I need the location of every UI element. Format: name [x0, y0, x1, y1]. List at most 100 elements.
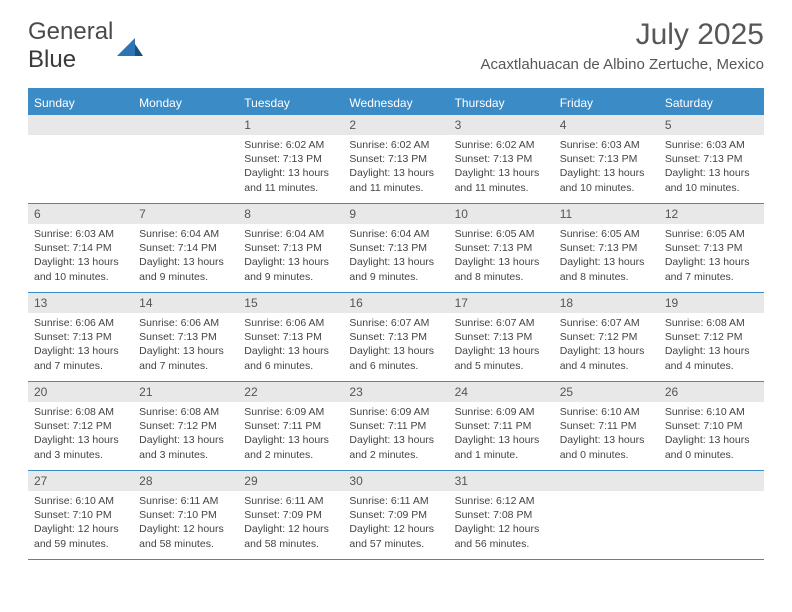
cell-body: Sunrise: 6:02 AMSunset: 7:13 PMDaylight:… — [238, 135, 343, 199]
daylight-line: Daylight: 13 hours and 2 minutes. — [349, 433, 442, 461]
sunset-line: Sunset: 7:13 PM — [349, 241, 442, 255]
daylight-line: Daylight: 13 hours and 9 minutes. — [349, 255, 442, 283]
daylight-line: Daylight: 12 hours and 57 minutes. — [349, 522, 442, 550]
daylight-line: Daylight: 13 hours and 5 minutes. — [455, 344, 548, 372]
sunrise-line: Sunrise: 6:06 AM — [139, 316, 232, 330]
cell-day-number: 4 — [554, 115, 659, 135]
daylight-line: Daylight: 13 hours and 3 minutes. — [139, 433, 232, 461]
sunset-line: Sunset: 7:11 PM — [244, 419, 337, 433]
day-of-week-label: Thursday — [449, 91, 554, 115]
cell-day-number: 6 — [28, 204, 133, 224]
cell-body: Sunrise: 6:09 AMSunset: 7:11 PMDaylight:… — [238, 402, 343, 466]
sunrise-line: Sunrise: 6:02 AM — [244, 138, 337, 152]
sunset-line: Sunset: 7:12 PM — [34, 419, 127, 433]
cell-body: Sunrise: 6:08 AMSunset: 7:12 PMDaylight:… — [28, 402, 133, 466]
cell-day-number — [28, 115, 133, 135]
calendar-cell: 20Sunrise: 6:08 AMSunset: 7:12 PMDayligh… — [28, 382, 133, 470]
calendar-cell: 24 Sunrise: 6:09 AMSunset: 7:11 PMDayligh… — [449, 382, 554, 470]
calendar-cell: 25Sunrise: 6:10 AMSunset: 7:11 PMDayligh… — [554, 382, 659, 470]
cell-body: Sunrise: 6:03 AMSunset: 7:13 PMDaylight:… — [554, 135, 659, 199]
sunrise-line: Sunrise: 6:09 AM — [455, 405, 548, 419]
cell-body: Sunrise: 6:05 AMSunset: 7:13 PMDaylight:… — [659, 224, 764, 288]
cell-body: Sunrise: 6:09 AMSunset: 7:11 PMDaylight:… — [343, 402, 448, 466]
cell-day-number: 11 — [554, 204, 659, 224]
cell-day-number: 24 — [449, 382, 554, 402]
cell-body: Sunrise: 6:03 AMSunset: 7:14 PMDaylight:… — [28, 224, 133, 288]
cell-day-number: 25 — [554, 382, 659, 402]
calendar-cell: 14Sunrise: 6:06 AMSunset: 7:13 PMDayligh… — [133, 293, 238, 381]
daylight-line: Daylight: 13 hours and 4 minutes. — [665, 344, 758, 372]
daylight-line: Daylight: 13 hours and 7 minutes. — [34, 344, 127, 372]
daylight-line: Daylight: 13 hours and 0 minutes. — [665, 433, 758, 461]
sunset-line: Sunset: 7:14 PM — [139, 241, 232, 255]
sunrise-line: Sunrise: 6:02 AM — [349, 138, 442, 152]
calendar-week-row: 1Sunrise: 6:02 AMSunset: 7:13 PMDaylight… — [28, 115, 764, 204]
sunrise-line: Sunrise: 6:08 AM — [34, 405, 127, 419]
logo-word-2: Blue — [28, 46, 76, 73]
sunrise-line: Sunrise: 6:11 AM — [349, 494, 442, 508]
sunset-line: Sunset: 7:12 PM — [560, 330, 653, 344]
daylight-line: Daylight: 13 hours and 11 minutes. — [455, 166, 548, 194]
cell-day-number: 20 — [28, 382, 133, 402]
sunrise-line: Sunrise: 6:02 AM — [455, 138, 548, 152]
daylight-line: Daylight: 13 hours and 0 minutes. — [560, 433, 653, 461]
sunset-line: Sunset: 7:13 PM — [244, 152, 337, 166]
calendar-week-row: 13Sunrise: 6:06 AMSunset: 7:13 PMDayligh… — [28, 293, 764, 382]
sunset-line: Sunset: 7:11 PM — [455, 419, 548, 433]
calendar-week-row: 27Sunrise: 6:10 AMSunset: 7:10 PMDayligh… — [28, 471, 764, 560]
daylight-line: Daylight: 13 hours and 7 minutes. — [139, 344, 232, 372]
sunset-line: Sunset: 7:13 PM — [244, 241, 337, 255]
cell-day-number: 30 — [343, 471, 448, 491]
calendar-cell: 15Sunrise: 6:06 AMSunset: 7:13 PMDayligh… — [238, 293, 343, 381]
daylight-line: Daylight: 13 hours and 8 minutes. — [455, 255, 548, 283]
sunset-line: Sunset: 7:13 PM — [139, 330, 232, 344]
cell-body: Sunrise: 6:08 AMSunset: 7:12 PMDaylight:… — [659, 313, 764, 377]
cell-day-number: 3 — [449, 115, 554, 135]
calendar-cell: 11Sunrise: 6:05 AMSunset: 7:13 PMDayligh… — [554, 204, 659, 292]
sunrise-line: Sunrise: 6:05 AM — [560, 227, 653, 241]
sunrise-line: Sunrise: 6:10 AM — [665, 405, 758, 419]
cell-day-number: 14 — [133, 293, 238, 313]
cell-day-number: 2 — [343, 115, 448, 135]
daylight-line: Daylight: 12 hours and 58 minutes. — [139, 522, 232, 550]
sunrise-line: Sunrise: 6:11 AM — [244, 494, 337, 508]
daylight-line: Daylight: 13 hours and 6 minutes. — [244, 344, 337, 372]
cell-body: Sunrise: 6:07 AMSunset: 7:12 PMDaylight:… — [554, 313, 659, 377]
logo-word-1: General — [28, 18, 113, 45]
calendar-cell — [659, 471, 764, 559]
logo: General Blue — [28, 18, 143, 74]
logo-text: General Blue — [28, 18, 113, 74]
calendar-cell: 6Sunrise: 6:03 AMSunset: 7:14 PMDaylight… — [28, 204, 133, 292]
sunset-line: Sunset: 7:10 PM — [34, 508, 127, 522]
sunrise-line: Sunrise: 6:09 AM — [244, 405, 337, 419]
cell-body: Sunrise: 6:02 AMSunset: 7:13 PMDaylight:… — [343, 135, 448, 199]
calendar-cell: 28Sunrise: 6:11 AMSunset: 7:10 PMDayligh… — [133, 471, 238, 559]
title-block: July 2025 Acaxtlahuacan de Albino Zertuc… — [481, 18, 765, 73]
daylight-line: Daylight: 13 hours and 9 minutes. — [244, 255, 337, 283]
calendar-cell: 22Sunrise: 6:09 AMSunset: 7:11 PMDayligh… — [238, 382, 343, 470]
calendar-cell: 17Sunrise: 6:07 AMSunset: 7:13 PMDayligh… — [449, 293, 554, 381]
calendar-cell: 18Sunrise: 6:07 AMSunset: 7:12 PMDayligh… — [554, 293, 659, 381]
sunrise-line: Sunrise: 6:05 AM — [665, 227, 758, 241]
cell-day-number: 5 — [659, 115, 764, 135]
cell-body: Sunrise: 6:07 AMSunset: 7:13 PMDaylight:… — [343, 313, 448, 377]
sunrise-line: Sunrise: 6:03 AM — [560, 138, 653, 152]
sunrise-line: Sunrise: 6:10 AM — [34, 494, 127, 508]
sunrise-line: Sunrise: 6:03 AM — [34, 227, 127, 241]
sunset-line: Sunset: 7:13 PM — [34, 330, 127, 344]
daylight-line: Daylight: 13 hours and 4 minutes. — [560, 344, 653, 372]
cell-body: Sunrise: 6:12 AMSunset: 7:08 PMDaylight:… — [449, 491, 554, 555]
cell-day-number: 23 — [343, 382, 448, 402]
cell-day-number — [554, 471, 659, 491]
daylight-line: Daylight: 13 hours and 8 minutes. — [560, 255, 653, 283]
daylight-line: Daylight: 13 hours and 11 minutes. — [244, 166, 337, 194]
calendar-cell: 19Sunrise: 6:08 AMSunset: 7:12 PMDayligh… — [659, 293, 764, 381]
cell-day-number: 15 — [238, 293, 343, 313]
cell-day-number: 8 — [238, 204, 343, 224]
sunrise-line: Sunrise: 6:07 AM — [455, 316, 548, 330]
calendar: SundayMondayTuesdayWednesdayThursdayFrid… — [28, 88, 764, 560]
daylight-line: Daylight: 13 hours and 1 minute. — [455, 433, 548, 461]
cell-body: Sunrise: 6:04 AMSunset: 7:14 PMDaylight:… — [133, 224, 238, 288]
cell-day-number: 19 — [659, 293, 764, 313]
cell-body: Sunrise: 6:06 AMSunset: 7:13 PMDaylight:… — [133, 313, 238, 377]
